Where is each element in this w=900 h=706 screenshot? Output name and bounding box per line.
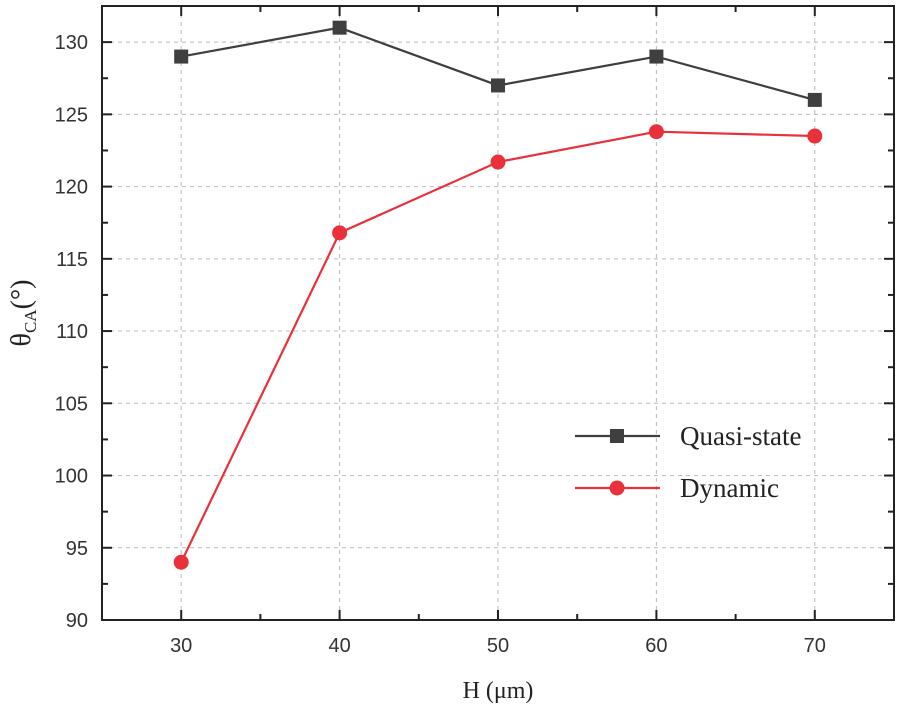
x-tick-label: 50 (487, 635, 509, 657)
data-point-dynamic (173, 554, 189, 570)
legend-marker (609, 480, 625, 496)
data-point-dynamic (807, 128, 823, 144)
y-tick-label: 105 (55, 393, 88, 415)
y-tick-label: 95 (66, 538, 88, 560)
data-point-dynamic (332, 225, 348, 241)
y-tick-label: 100 (55, 466, 88, 488)
legend-label: Quasi-state (680, 421, 801, 451)
y-tick-label: 120 (55, 177, 88, 199)
x-tick-label: 30 (170, 635, 192, 657)
y-axis-label: θCA(°) (6, 280, 40, 347)
data-point-quasi-state (491, 78, 505, 93)
x-tick-label: 70 (804, 635, 826, 657)
x-axis-label: H (μm) (463, 678, 534, 704)
y-tick-label: 110 (56, 321, 88, 343)
ticks: 30 40 50 60 70 90 95 100 105 110 115 120 125 130 (55, 6, 894, 657)
legend-label: Dynamic (680, 473, 779, 503)
data-point-quasi-state (807, 92, 822, 107)
data-point-dynamic (490, 154, 506, 170)
data-point-quasi-state (649, 49, 664, 64)
y-tick-label: 115 (56, 249, 88, 271)
data-point-dynamic (648, 124, 664, 140)
data-point-quasi-state (174, 49, 189, 64)
series-layer (173, 20, 823, 570)
y-tick-label: 90 (66, 610, 88, 632)
x-tick-label: 60 (645, 635, 667, 657)
y-label-sub: CA (21, 309, 40, 333)
y-label-unit: (°) (6, 280, 37, 310)
y-label-main: θ (6, 333, 37, 346)
x-tick-label: 40 (328, 635, 350, 657)
legend-marker (610, 429, 624, 443)
y-tick-label: 130 (55, 32, 88, 54)
grid (102, 6, 894, 620)
data-point-quasi-state (332, 20, 347, 35)
legend: Quasi-state Dynamic (575, 421, 801, 503)
svg-text:θCA(°): θCA(°) (6, 280, 40, 347)
y-tick-label: 125 (55, 104, 88, 126)
